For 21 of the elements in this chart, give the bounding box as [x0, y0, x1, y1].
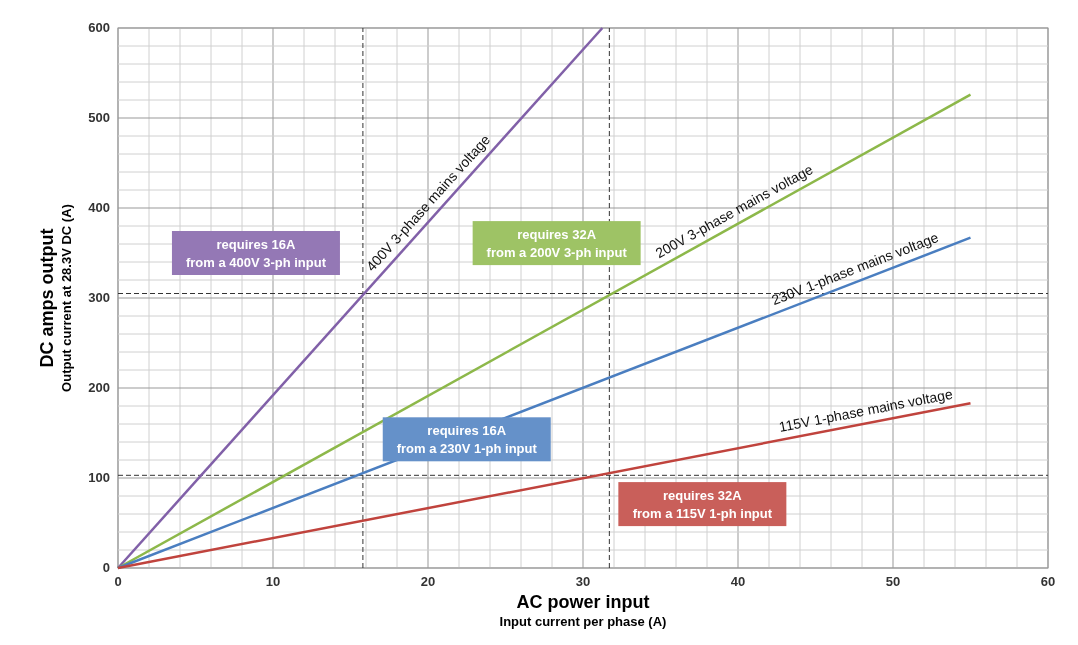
y-tick-label: 300	[88, 290, 110, 305]
x-tick-label: 40	[730, 574, 746, 589]
y-tick-label: 0	[102, 560, 110, 575]
x-tick-label: 30	[575, 574, 591, 589]
y-tick-label: 200	[88, 380, 110, 395]
y-axis-title: DC amps output Output current at 28.3V DC (A)	[37, 204, 74, 392]
annotation: requires 16A from a 400V 3-ph input	[185, 237, 327, 270]
x-tick-label: 10	[265, 574, 281, 589]
y-tick-label: 500	[88, 110, 110, 125]
annotation: requires 16A from a 230V 1-ph input	[396, 423, 538, 457]
y-tick-label: 400	[88, 200, 110, 215]
y-tick-label: 600	[88, 20, 110, 35]
y-tick-label: 100	[88, 470, 110, 485]
annotation: requires 32A from a 200V 3-ph input	[486, 227, 628, 261]
text: 115V 1-phase mains voltage	[777, 385, 955, 435]
x-tick-label: 20	[420, 574, 436, 589]
annotation: requires 32A from a 115V 1-ph input	[632, 488, 773, 522]
x-tick-label: 0	[114, 574, 122, 589]
x-axis-title: AC power input Input current per phase (A)	[499, 592, 667, 629]
x-tick-label: 50	[885, 574, 901, 589]
x-tick-label: 60	[1040, 574, 1056, 589]
